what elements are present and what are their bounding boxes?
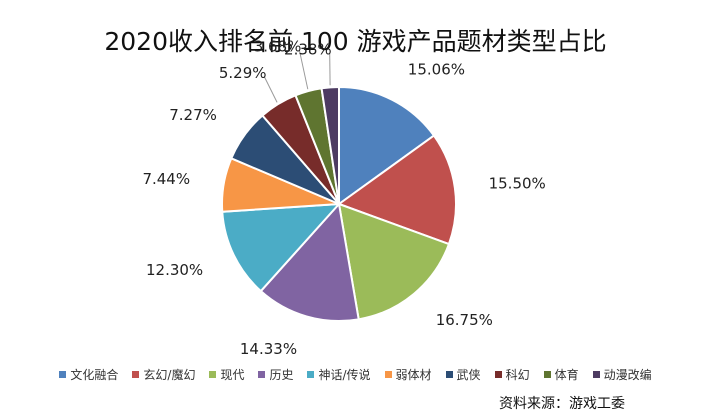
slice-value-label: 7.44% [142, 170, 190, 188]
legend-swatch [307, 371, 315, 378]
slice-value-label: 3.68% [254, 37, 302, 55]
pie-slice [338, 85, 436, 206]
legend-swatch [543, 371, 551, 378]
legend-swatch [132, 371, 140, 378]
legend-label: 现代 [220, 368, 245, 382]
legend-label: 体育 [554, 368, 579, 382]
slice-value-label: 12.30% [146, 261, 203, 279]
legend-swatch [209, 371, 217, 378]
pie-slice [221, 202, 342, 293]
legend-label: 武侠 [456, 368, 481, 382]
legend-label: 科幻 [505, 368, 530, 382]
legend-item: 武侠 [445, 366, 481, 383]
leader-line [298, 50, 309, 90]
pie-slice [259, 201, 360, 322]
legend-swatch [59, 371, 67, 378]
legend-item: 现代 [209, 366, 244, 383]
slice-value-label: 2.38% [284, 40, 332, 58]
slice-value-label: 5.29% [219, 64, 267, 82]
legend: 文化融合 玄幻/魔幻 现代 历史 神话/传说 弱体材 武侠 科幻 体育 动漫改编 [0, 366, 711, 383]
legend-item: 弱体材 [384, 366, 432, 383]
legend-item: 科幻 [494, 366, 530, 383]
legend-label: 玄幻/魔幻 [143, 368, 196, 382]
legend-swatch [445, 371, 453, 378]
slice-value-label: 14.33% [240, 340, 297, 358]
legend-label: 神话/传说 [318, 368, 371, 382]
legend-item: 文化融合 [59, 366, 118, 383]
pie-slice [336, 134, 457, 246]
legend-label: 文化融合 [70, 368, 119, 382]
leader-line [264, 76, 278, 103]
pie-slice [337, 202, 451, 321]
legend-swatch [258, 371, 266, 378]
slice-value-label: 16.75% [436, 311, 493, 329]
legend-item: 历史 [258, 366, 293, 383]
legend-swatch [494, 371, 502, 378]
legend-label: 动漫改编 [603, 368, 652, 382]
legend-item: 体育 [543, 366, 579, 383]
chart-title: 2020收入排名前 100 游戏产品题材类型占比 [104, 27, 607, 56]
legend-label: 历史 [269, 368, 294, 382]
slice-value-label: 15.50% [489, 174, 546, 192]
legend-item: 玄幻/魔幻 [132, 366, 195, 383]
legend-item: 动漫改编 [592, 366, 652, 383]
source-note: 资料来源：游戏工委 [499, 396, 625, 412]
legend-item: 神话/传说 [307, 366, 371, 383]
legend-swatch [592, 371, 600, 378]
slice-value-label: 15.06% [408, 61, 465, 79]
slice-value-label: 7.27% [169, 106, 217, 124]
legend-label: 弱体材 [395, 368, 432, 382]
legend-swatch [384, 371, 392, 378]
pie-slice [320, 85, 340, 205]
